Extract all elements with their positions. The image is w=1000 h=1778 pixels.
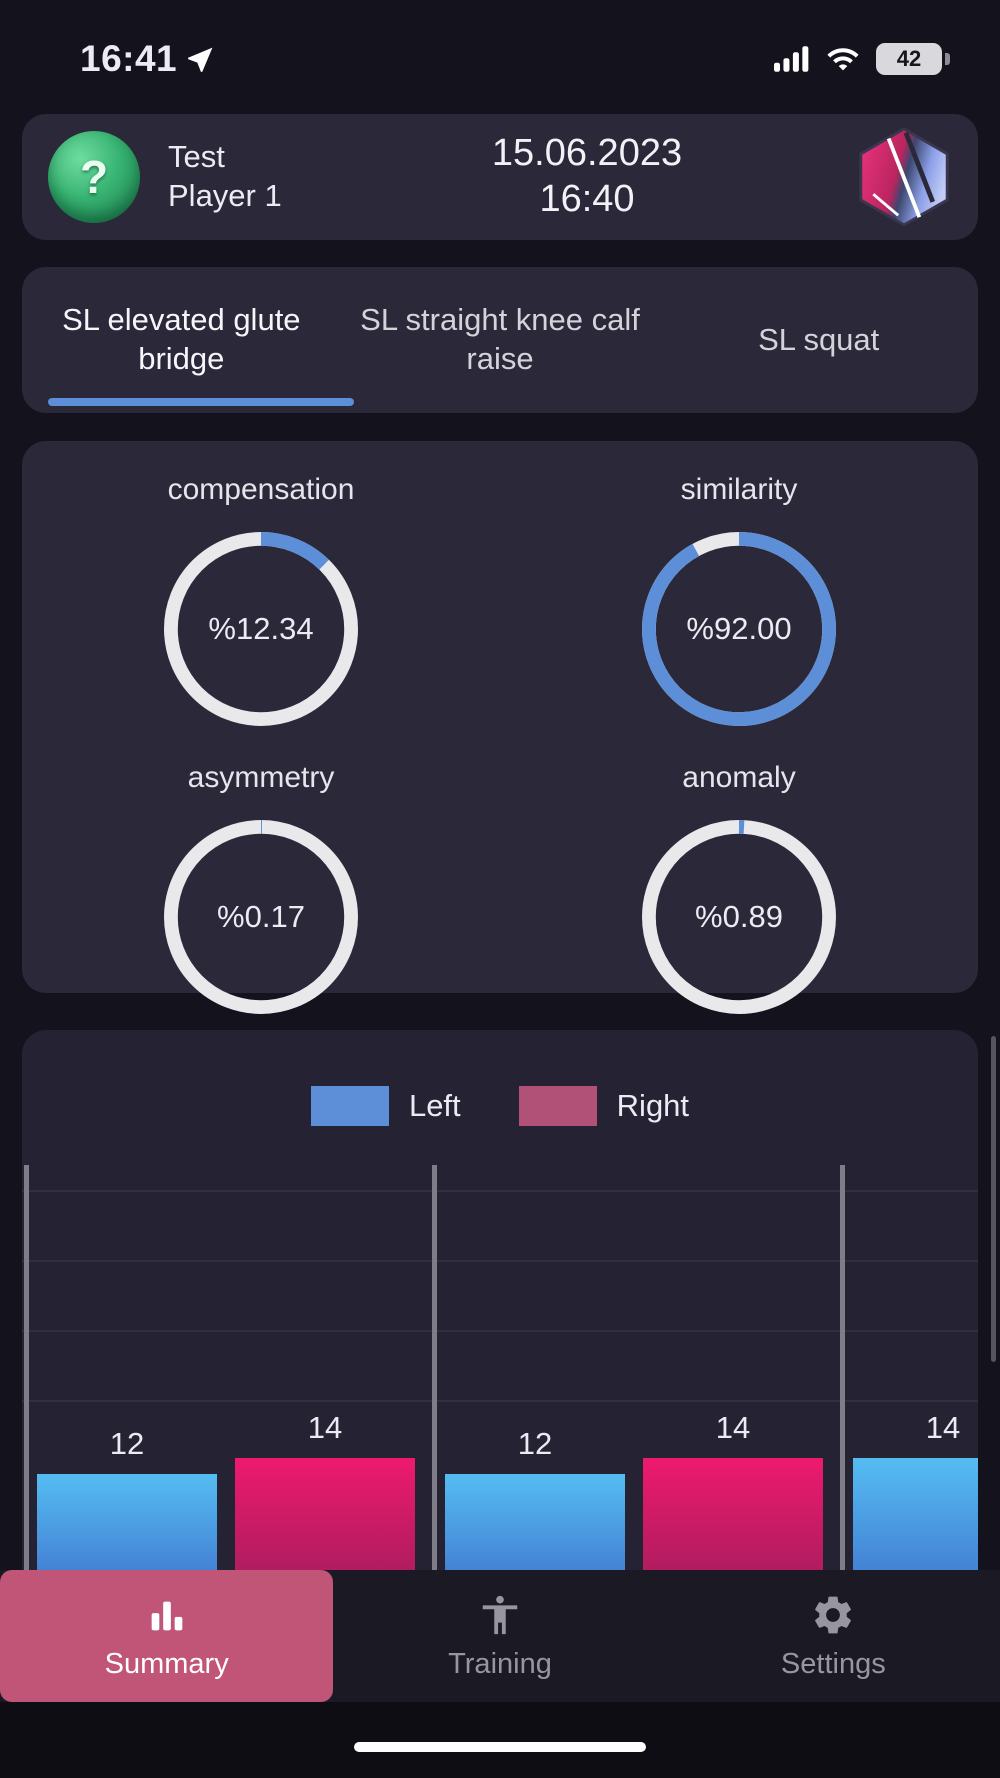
app-logo [856, 127, 952, 227]
gauge-label: asymmetry [187, 761, 335, 794]
gauge-value: %0.17 [217, 899, 305, 934]
bar-value-label: 14 [715, 1410, 751, 1445]
metrics-card: compensation %12.34 similarity %92.00 as… [22, 441, 978, 1014]
bar-value-label: 14 [307, 1410, 343, 1445]
battery-nub [945, 53, 950, 65]
gauge-anomaly: anomaly %0.89 [500, 761, 978, 1023]
gauge-value: %0.89 [695, 899, 783, 934]
player-avatar[interactable]: ? [48, 131, 140, 223]
bar-right [235, 1458, 415, 1570]
bar-chart-plot[interactable]: 12 14 12 14 14 [22, 1165, 978, 1570]
legend-swatch-right [518, 1086, 597, 1126]
gauge-value: %12.34 [208, 611, 314, 646]
gear-icon [810, 1592, 856, 1638]
location-icon [187, 41, 219, 78]
bar-left [445, 1474, 625, 1570]
gauge-similarity: similarity %92.00 [500, 473, 978, 735]
bar-right [643, 1458, 823, 1570]
gridline [22, 1260, 978, 1262]
player-name: Test Player 1 [168, 139, 282, 213]
tab-sl-straight-knee-calf-raise[interactable]: SL straight knee calf raise [360, 302, 640, 376]
home-strip [0, 1702, 1000, 1778]
clock: 16:41 [80, 38, 178, 79]
session-header-card: ? Test Player 1 15.06.2023 16:40 [22, 114, 978, 240]
gauge-asymmetry: asymmetry %0.17 [22, 761, 500, 1023]
nav-settings-label: Settings [780, 1647, 886, 1680]
tab-sl-squat[interactable]: SL squat [758, 321, 880, 357]
gridline [22, 1330, 978, 1332]
legend-label-right: Right [616, 1088, 690, 1123]
legend-item-right: Right [518, 1086, 690, 1126]
gridline [22, 1190, 978, 1192]
bar-value-label: 12 [517, 1426, 553, 1461]
status-bar: 16:41 42 [0, 0, 1000, 100]
home-indicator[interactable] [354, 1742, 646, 1752]
active-tab-underline [48, 398, 354, 406]
bar-left [37, 1474, 217, 1570]
nav-training-label: Training [448, 1647, 552, 1680]
legend-swatch-left [310, 1086, 389, 1126]
gauge-label: compensation [167, 473, 355, 506]
nav-summary-label: Summary [104, 1647, 229, 1680]
legend-label-left: Left [408, 1088, 461, 1123]
reps-chart-card: Left Right 12 14 12 14 14 [22, 1030, 978, 1570]
gauge-value: %92.00 [686, 611, 792, 646]
chart-scrollbar[interactable] [991, 1036, 996, 1362]
battery-indicator: 42 [876, 43, 950, 75]
gauge-label: similarity [680, 473, 798, 506]
group-separator [432, 1165, 437, 1570]
nav-settings[interactable]: Settings [667, 1570, 1000, 1702]
tab-sl-elevated-glute-bridge[interactable]: SL elevated glute bridge [62, 302, 301, 376]
group-separator [840, 1165, 845, 1570]
bar-value-label: 14 [925, 1410, 961, 1445]
gridline [22, 1400, 978, 1402]
gauge-label: anomaly [682, 761, 796, 794]
session-time: 16:40 [539, 178, 635, 220]
bar-chart-icon [144, 1592, 190, 1638]
nav-summary[interactable]: Summary [0, 1570, 334, 1702]
chart-legend: Left Right [22, 1086, 978, 1126]
gauge-compensation: compensation %12.34 [22, 473, 500, 735]
bottom-nav: Summary Training Settings [0, 1570, 1000, 1702]
session-date: 15.06.2023 [491, 132, 683, 175]
group-separator [24, 1165, 29, 1570]
exercise-tabs: SL elevated glute bridge SL straight kne… [22, 267, 978, 413]
battery-level: 42 [896, 46, 922, 71]
session-datetime: 15.06.2023 16:40 [318, 131, 856, 222]
question-mark-icon: ? [79, 151, 109, 203]
wifi-icon [826, 46, 860, 72]
signal-icon [774, 46, 810, 72]
nav-training[interactable]: Training [333, 1570, 666, 1702]
bar-left [853, 1458, 978, 1570]
bar-value-label: 12 [109, 1426, 145, 1461]
legend-item-left: Left [310, 1086, 461, 1126]
person-icon [477, 1592, 523, 1638]
